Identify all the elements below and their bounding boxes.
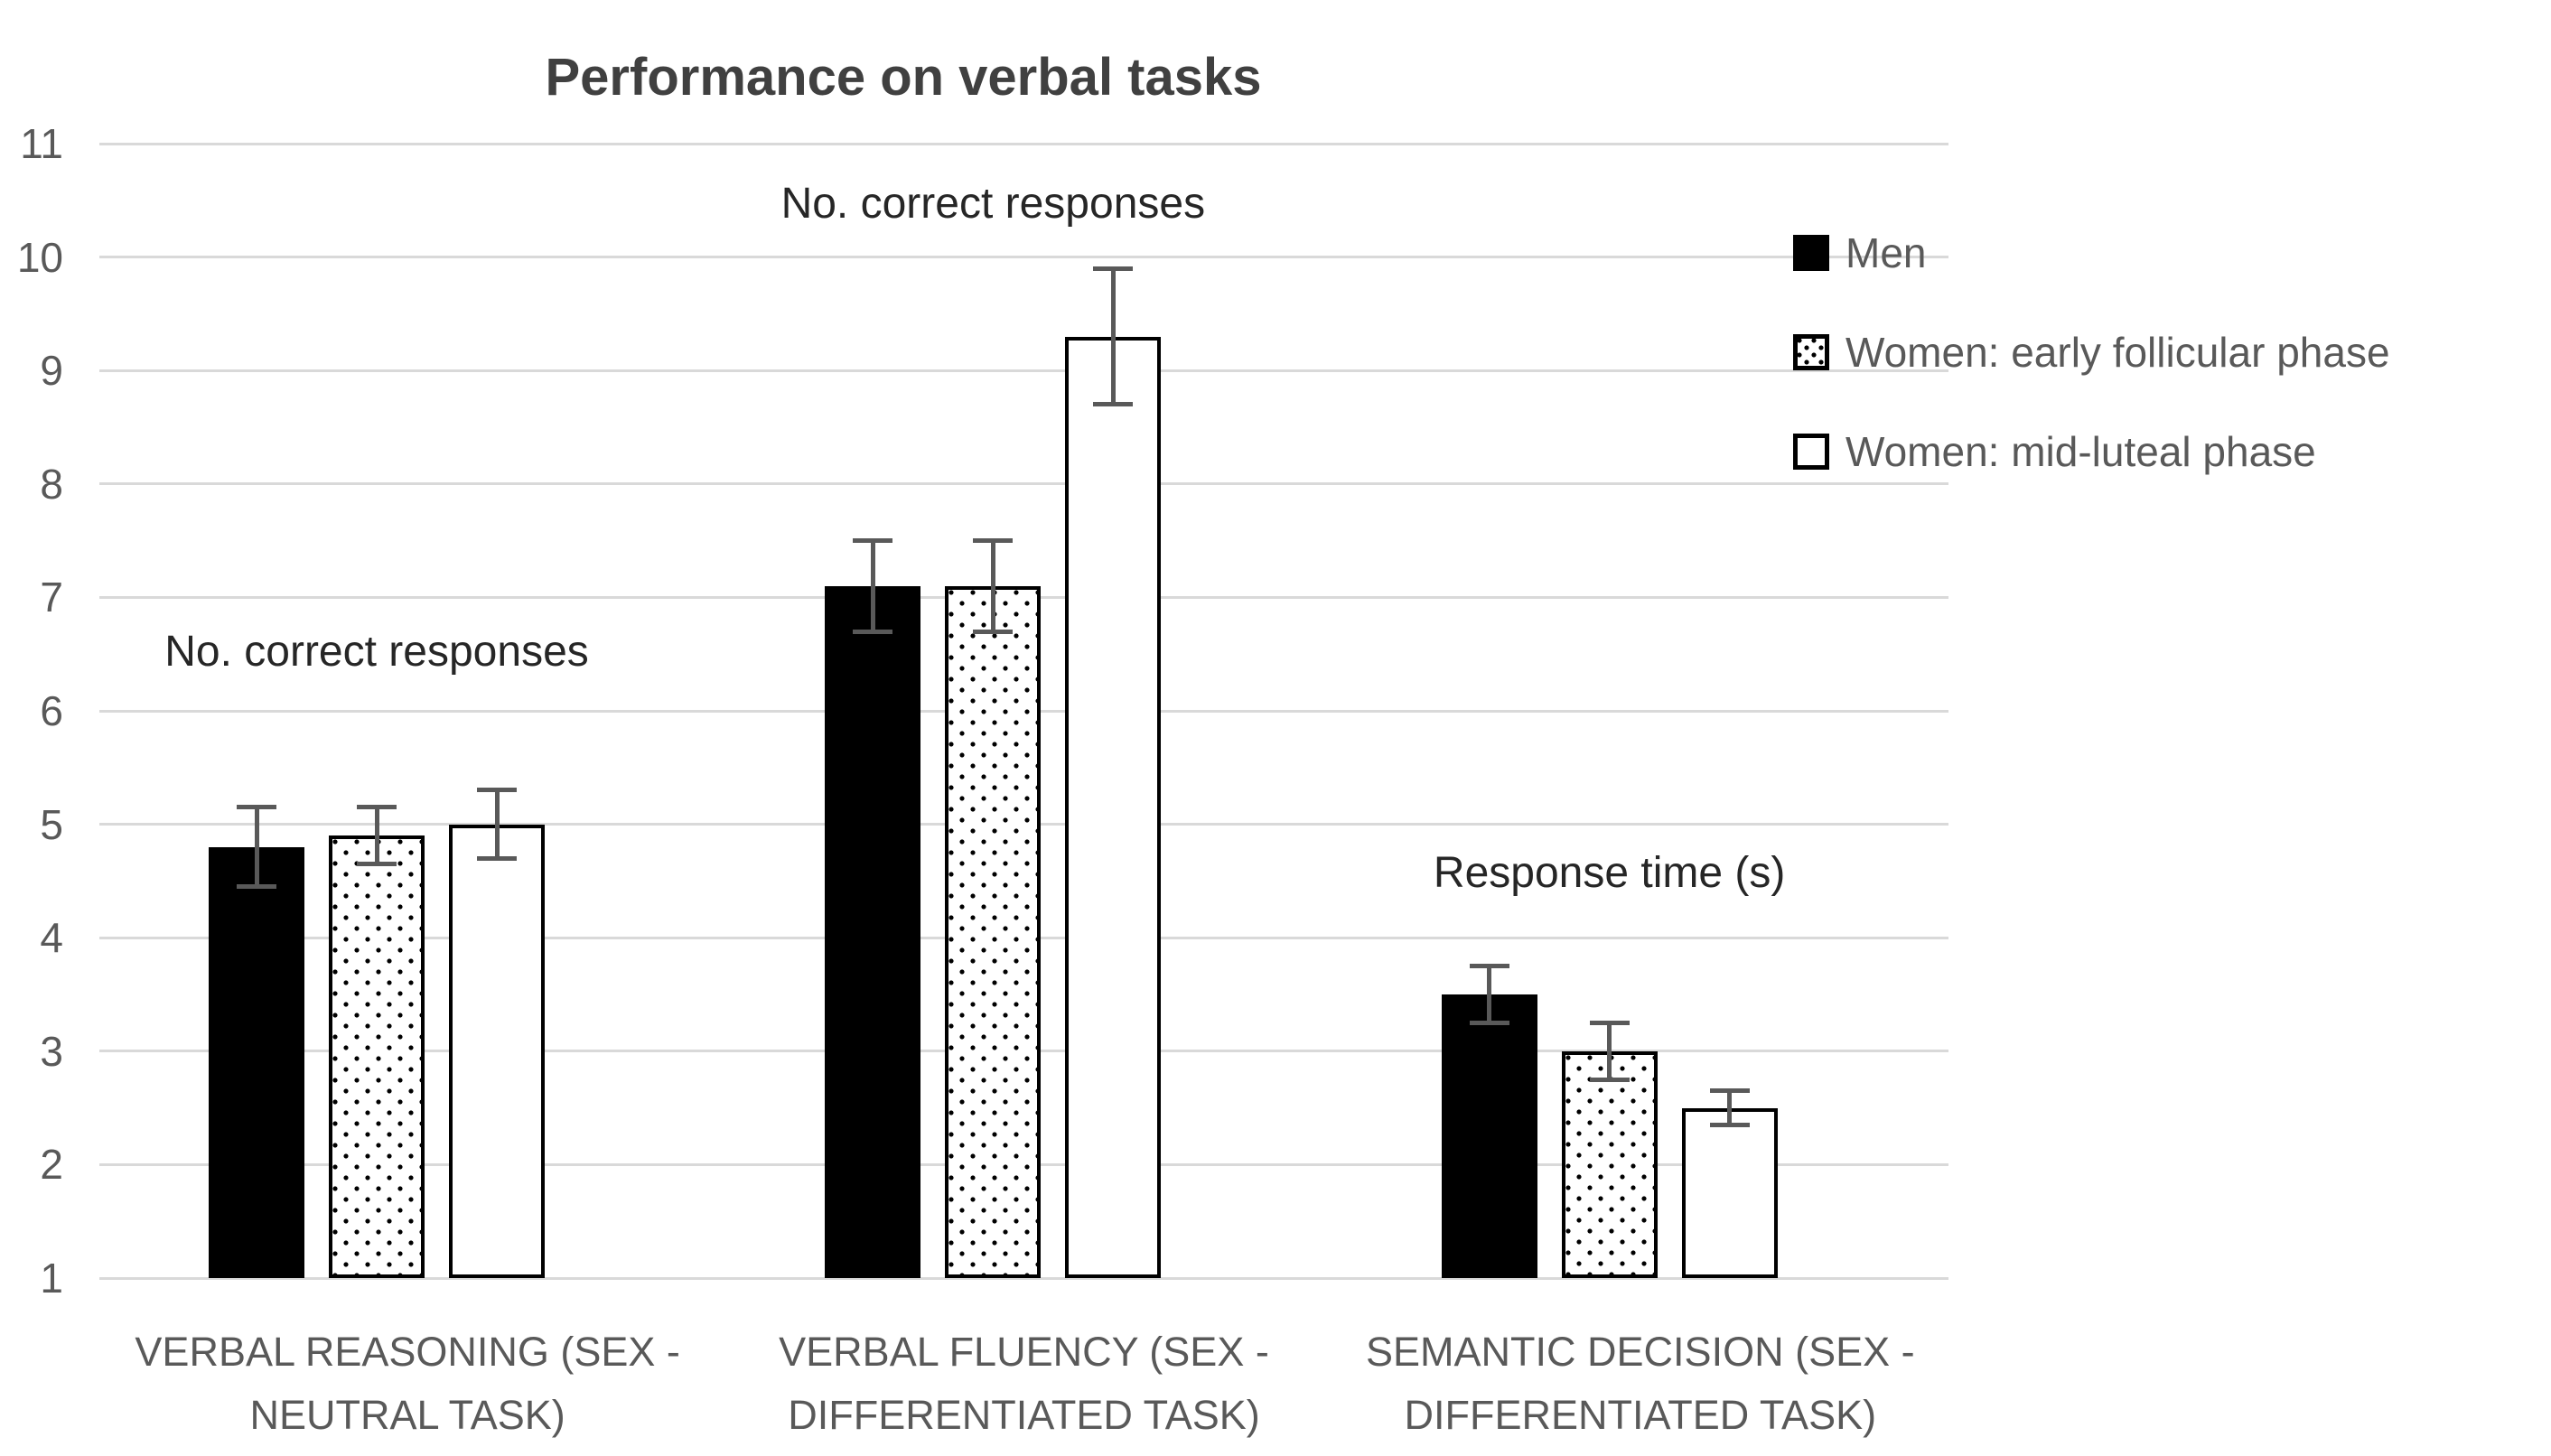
gridline-y-9 <box>99 369 1948 372</box>
error-bar-line-women-early-follicular-group2 <box>990 540 995 632</box>
x-axis-label-group3: SEMANTIC DECISION (SEX - DIFFERENTIATED … <box>1366 1329 1915 1438</box>
gridline-y-11 <box>99 142 1948 145</box>
annotation-3: Response time (s) <box>1433 849 1786 898</box>
legend-item-women-mid-luteal: Women: mid-luteal phase <box>1793 427 2390 476</box>
legend-label-men: Men <box>1846 229 1927 276</box>
y-tick-label-9: 9 <box>40 347 63 395</box>
annotation-1: No. correct responses <box>164 628 589 677</box>
error-bar-bottom-cap-women-early-follicular-group3 <box>1589 1077 1630 1082</box>
error-bar-bottom-cap-women-mid-luteal-group2 <box>1093 402 1134 407</box>
y-tick-label-7: 7 <box>40 574 63 621</box>
legend-label-women-mid-luteal: Women: mid-luteal phase <box>1846 428 2316 475</box>
bar-women-early-follicular-group1 <box>329 835 425 1278</box>
error-bar-top-cap-women-mid-luteal-group3 <box>1709 1088 1750 1094</box>
error-bar-top-cap-women-early-follicular-group2 <box>973 538 1014 544</box>
gridline-y-10 <box>99 256 1948 259</box>
y-tick-label-6: 6 <box>40 687 63 734</box>
error-bar-top-cap-men-group3 <box>1469 964 1509 969</box>
y-tick-label-10: 10 <box>16 233 63 281</box>
error-bar-line-women-mid-luteal-group2 <box>1110 268 1116 405</box>
legend-label-women-early-follicular: Women: early follicular phase <box>1846 329 2390 376</box>
error-bar-top-cap-men-group2 <box>853 538 893 544</box>
bar-women-early-follicular-group2 <box>945 585 1042 1278</box>
plot-area: No. correct responses No. correct respons… <box>99 142 1948 1280</box>
x-axis-label-group1: VERBAL REASONING (SEX - NEUTRAL TASK) <box>135 1329 680 1438</box>
error-bar-bottom-cap-men-group2 <box>853 629 893 634</box>
error-bar-top-cap-women-mid-luteal-group2 <box>1093 266 1134 271</box>
bar-women-early-follicular-group3 <box>1561 1050 1658 1278</box>
error-bar-top-cap-men-group1 <box>237 805 276 810</box>
x-axis-label-group2: VERBAL FLUENCY (SEX - DIFFERENTIATED TAS… <box>779 1329 1269 1438</box>
y-tick-label-3: 3 <box>40 1027 63 1075</box>
error-bar-bottom-cap-men-group3 <box>1469 1020 1509 1025</box>
y-tick-label-4: 4 <box>40 914 63 962</box>
legend: Men Women: early follicular phase Women: m… <box>1793 229 2390 527</box>
error-bar-top-cap-women-mid-luteal-group1 <box>477 788 517 793</box>
error-bar-bottom-cap-women-mid-luteal-group3 <box>1709 1122 1750 1127</box>
error-bar-line-women-mid-luteal-group3 <box>1727 1090 1733 1125</box>
legend-swatch-men-icon <box>1793 235 1829 271</box>
y-tick-label-1: 1 <box>40 1255 63 1302</box>
error-bar-bottom-cap-men-group1 <box>237 884 276 890</box>
error-bar-line-women-mid-luteal-group1 <box>494 789 500 859</box>
annotation-2: No. correct responses <box>780 180 1206 229</box>
gridline-y-8 <box>99 482 1948 486</box>
bar-women-mid-luteal-group3 <box>1681 1107 1778 1278</box>
error-bar-top-cap-women-early-follicular-group3 <box>1589 1020 1630 1025</box>
chart-title: Performance on verbal tasks <box>545 48 1262 107</box>
bar-men-group3 <box>1441 994 1537 1278</box>
error-bar-bottom-cap-women-mid-luteal-group1 <box>477 855 517 861</box>
gridline-y-1 <box>99 1276 1948 1280</box>
error-bar-bottom-cap-women-early-follicular-group1 <box>357 862 397 867</box>
legend-swatch-women-early-follicular-icon <box>1793 334 1829 370</box>
legend-swatch-women-mid-luteal-icon <box>1793 434 1829 470</box>
bar-men-group1 <box>209 846 304 1278</box>
error-bar-line-men-group1 <box>254 807 259 887</box>
error-bar-top-cap-women-early-follicular-group1 <box>357 805 397 810</box>
error-bar-line-women-early-follicular-group3 <box>1607 1022 1612 1080</box>
error-bar-line-men-group2 <box>870 540 875 632</box>
bar-men-group2 <box>825 585 921 1278</box>
error-bar-bottom-cap-women-early-follicular-group2 <box>973 629 1014 634</box>
legend-item-men: Men <box>1793 229 2390 277</box>
y-tick-label-5: 5 <box>40 800 63 848</box>
bar-women-mid-luteal-group2 <box>1065 336 1162 1278</box>
error-bar-line-men-group3 <box>1487 966 1492 1023</box>
error-bar-line-women-early-follicular-group1 <box>374 807 379 864</box>
y-tick-label-11: 11 <box>20 120 63 167</box>
y-tick-label-8: 8 <box>40 460 63 508</box>
y-tick-label-2: 2 <box>40 1141 63 1189</box>
legend-item-women-early-follicular: Women: early follicular phase <box>1793 328 2390 377</box>
bar-women-mid-luteal-group1 <box>449 824 545 1278</box>
